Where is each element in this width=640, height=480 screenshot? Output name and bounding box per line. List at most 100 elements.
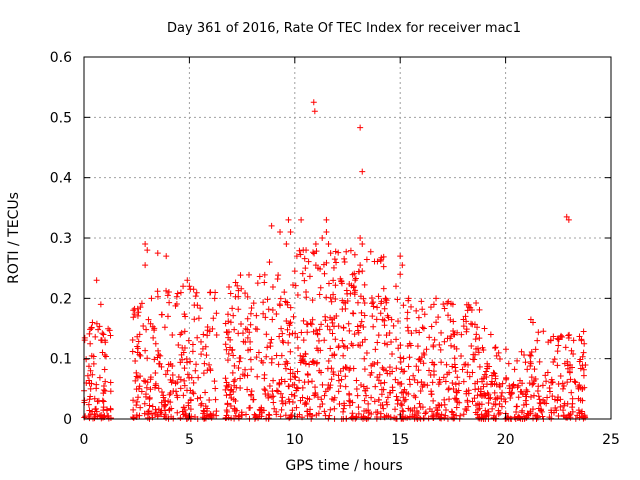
data-point bbox=[278, 325, 285, 332]
data-point bbox=[397, 342, 404, 349]
data-point bbox=[460, 323, 467, 330]
data-point bbox=[325, 357, 332, 364]
data-point bbox=[459, 366, 466, 373]
data-point bbox=[177, 359, 184, 366]
data-point bbox=[286, 322, 293, 329]
data-point bbox=[293, 253, 300, 260]
data-point bbox=[382, 295, 389, 302]
data-point bbox=[375, 332, 382, 339]
data-point bbox=[195, 374, 202, 381]
data-point bbox=[238, 285, 245, 292]
data-point bbox=[377, 256, 384, 263]
data-point bbox=[327, 314, 334, 321]
data-point bbox=[253, 312, 260, 319]
data-point bbox=[338, 376, 345, 383]
x-tick-label: 20 bbox=[497, 432, 515, 448]
data-point bbox=[492, 345, 499, 352]
data-point bbox=[369, 313, 376, 320]
data-point bbox=[369, 300, 376, 307]
data-point bbox=[227, 403, 234, 410]
data-point bbox=[135, 394, 142, 401]
data-point bbox=[351, 331, 358, 338]
data-point bbox=[268, 336, 275, 343]
data-point bbox=[367, 371, 374, 378]
data-point bbox=[142, 262, 149, 269]
data-point bbox=[224, 401, 231, 408]
data-point bbox=[397, 253, 404, 260]
data-point bbox=[341, 255, 348, 262]
data-point bbox=[163, 287, 170, 294]
data-point bbox=[235, 364, 242, 371]
data-point bbox=[426, 334, 433, 341]
data-point bbox=[340, 408, 347, 415]
data-point bbox=[189, 389, 196, 396]
data-point bbox=[498, 403, 505, 410]
data-point bbox=[451, 331, 458, 338]
data-point bbox=[529, 406, 536, 413]
data-point bbox=[384, 341, 391, 348]
data-point bbox=[313, 345, 320, 352]
data-point bbox=[488, 372, 495, 379]
data-point bbox=[503, 374, 510, 381]
data-point bbox=[135, 338, 142, 345]
data-point bbox=[229, 369, 236, 376]
data-point bbox=[557, 403, 564, 410]
data-point bbox=[479, 344, 486, 351]
data-point bbox=[317, 347, 324, 354]
data-point bbox=[380, 405, 387, 412]
data-point bbox=[166, 299, 173, 306]
data-point bbox=[239, 330, 246, 337]
data-point bbox=[374, 374, 381, 381]
data-point bbox=[87, 385, 94, 392]
data-point bbox=[387, 389, 394, 396]
data-point bbox=[397, 271, 404, 278]
data-point bbox=[472, 336, 479, 343]
data-point bbox=[469, 369, 476, 376]
data-point bbox=[279, 400, 286, 407]
data-point bbox=[390, 322, 397, 329]
data-point bbox=[310, 99, 317, 106]
data-point bbox=[478, 411, 485, 418]
data-point bbox=[527, 393, 534, 400]
data-point bbox=[462, 313, 469, 320]
data-point bbox=[491, 389, 498, 396]
data-point bbox=[473, 300, 480, 307]
data-point bbox=[289, 407, 296, 414]
data-point bbox=[417, 387, 424, 394]
data-point bbox=[319, 381, 326, 388]
data-point bbox=[90, 360, 97, 367]
data-point bbox=[135, 309, 142, 316]
data-point bbox=[177, 385, 184, 392]
data-point bbox=[262, 314, 269, 321]
data-point bbox=[339, 306, 346, 313]
data-point bbox=[86, 330, 93, 337]
data-point bbox=[558, 332, 565, 339]
data-point bbox=[406, 340, 413, 347]
data-point bbox=[493, 352, 500, 359]
x-tick-label: 15 bbox=[391, 432, 409, 448]
data-point bbox=[359, 339, 366, 346]
data-point bbox=[570, 351, 577, 358]
x-axis-label: GPS time / hours bbox=[285, 458, 402, 474]
data-point bbox=[277, 228, 284, 235]
data-point bbox=[395, 345, 402, 352]
y-tick-label: 0.5 bbox=[50, 110, 72, 126]
data-point bbox=[472, 409, 479, 416]
data-point bbox=[384, 312, 391, 319]
data-point bbox=[271, 405, 278, 412]
data-point bbox=[86, 396, 93, 403]
data-point bbox=[297, 251, 304, 258]
data-point bbox=[453, 404, 460, 411]
data-point bbox=[371, 398, 378, 405]
data-point bbox=[564, 400, 571, 407]
data-point bbox=[198, 400, 205, 407]
data-point bbox=[416, 329, 423, 336]
data-point bbox=[155, 385, 162, 392]
data-point bbox=[133, 373, 140, 380]
data-point bbox=[151, 384, 158, 391]
data-point bbox=[155, 347, 162, 354]
data-point bbox=[224, 357, 231, 364]
data-point bbox=[165, 398, 172, 405]
data-point bbox=[336, 400, 343, 407]
data-point bbox=[429, 359, 436, 366]
